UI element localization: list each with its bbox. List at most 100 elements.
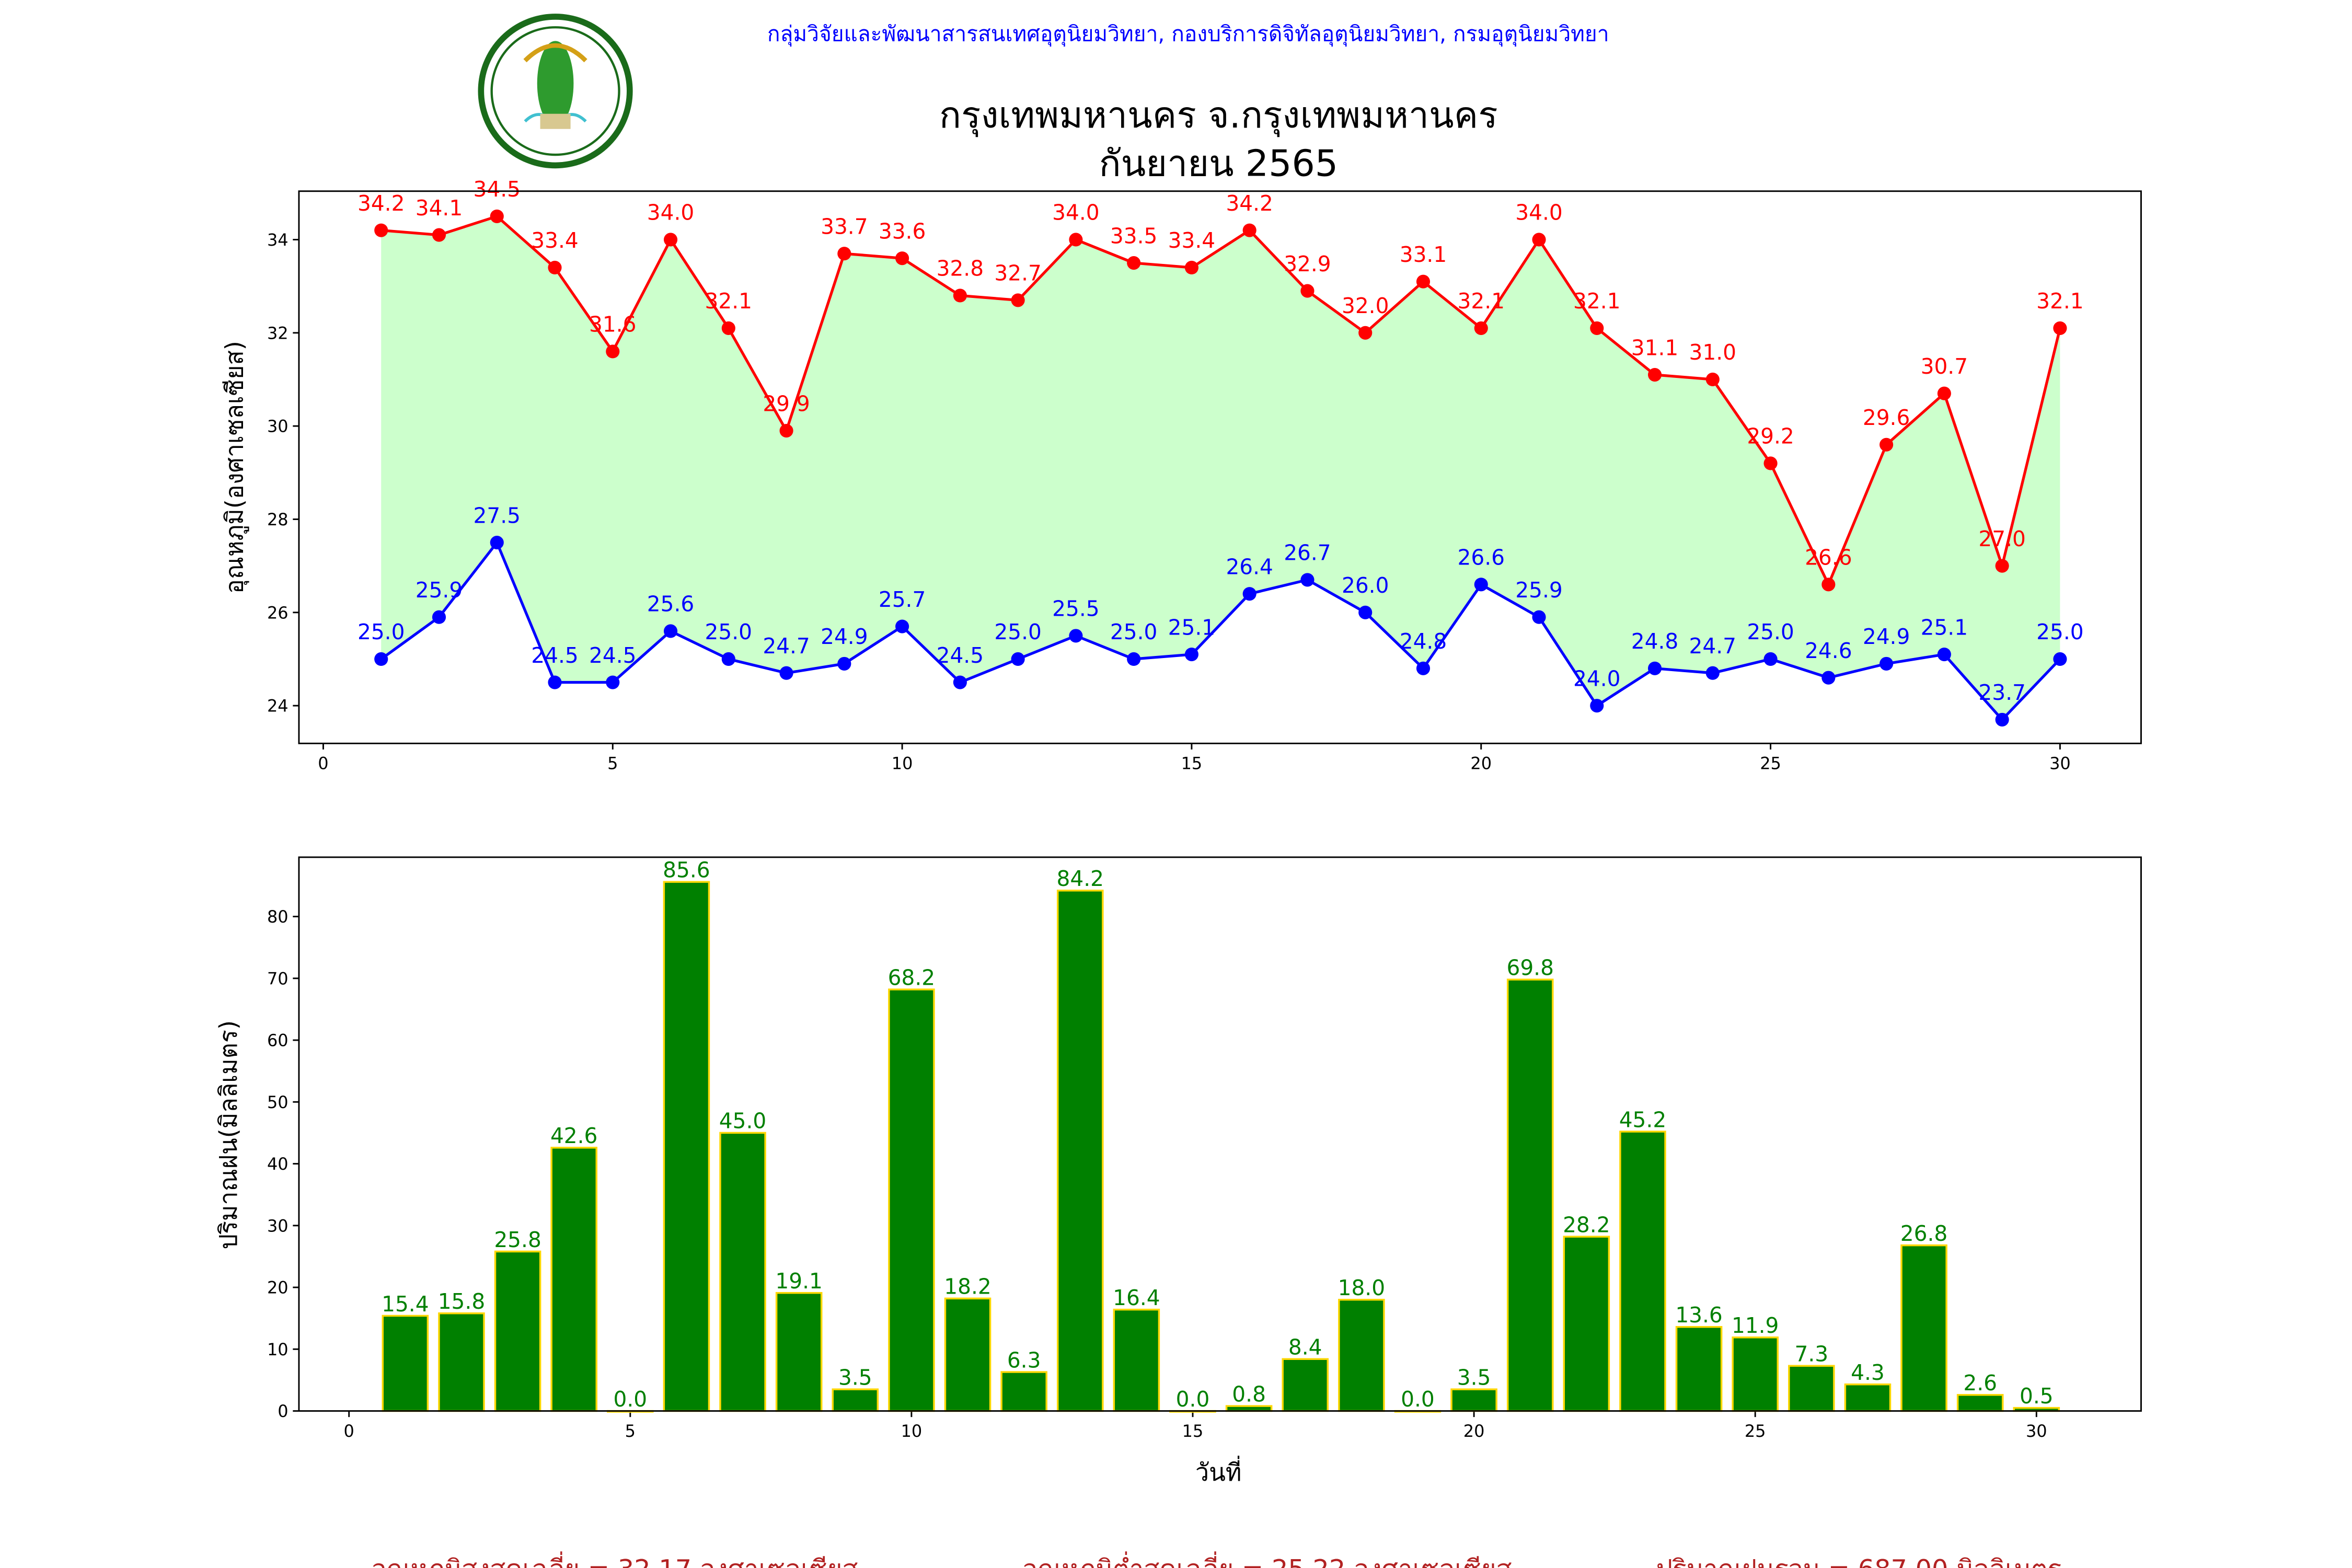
temperature-x-tick-label: 15 — [1181, 754, 1203, 774]
rainfall-bar — [1282, 1358, 1329, 1412]
temp-max-point — [837, 247, 851, 261]
temp-min-data-label: 24.7 — [1689, 633, 1736, 659]
rainfall-bar — [382, 1315, 429, 1412]
temp-max-point — [548, 260, 562, 275]
temp-min-data-label: 26.4 — [1226, 554, 1273, 579]
temp-max-point — [663, 233, 678, 247]
temp-min-data-label: 25.9 — [416, 578, 463, 603]
temp-max-point — [432, 228, 446, 242]
temp-min-point — [1763, 652, 1778, 666]
temp-min-point — [779, 666, 793, 680]
temp-min-data-label: 26.7 — [1284, 540, 1331, 566]
rainfall-bar — [719, 1132, 766, 1412]
temperature-x-tick-label: 30 — [2049, 754, 2071, 774]
temp-min-data-label: 25.7 — [879, 587, 926, 612]
rainfall-data-label: 28.2 — [1563, 1212, 1610, 1237]
department-subtitle: กลุ่มวิจัยและพัฒนาสารสนเทศอุตุนิยมวิทยา,… — [767, 21, 1609, 47]
temp-max-data-label: 33.4 — [1168, 228, 1215, 253]
rainfall-bar — [550, 1147, 597, 1412]
temp-max-data-label: 27.0 — [1978, 526, 2025, 551]
rainfall-y-tick-label: 60 — [267, 1031, 289, 1051]
rainfall-bar — [1900, 1244, 1947, 1412]
temp-max-point — [1705, 372, 1720, 387]
temp-max-data-label: 32.7 — [994, 261, 1041, 286]
rainfall-bar — [1956, 1394, 2004, 1412]
rainfall-bar — [1450, 1388, 1497, 1412]
rainfall-data-label: 13.6 — [1675, 1302, 1722, 1328]
temperature-x-tick-label: 0 — [318, 754, 328, 774]
temp-min-data-label: 25.0 — [994, 619, 1041, 644]
temp-min-point — [1300, 573, 1315, 587]
rainfall-bar — [944, 1297, 991, 1412]
rainfall-y-tick-label: 70 — [267, 969, 289, 988]
temp-max-point — [1069, 233, 1083, 247]
temp-max-data-label: 29.9 — [763, 391, 810, 416]
meteorological-department-logo — [478, 14, 633, 169]
rainfall-x-tick-label: 10 — [901, 1421, 923, 1441]
temp-min-data-label: 26.0 — [1342, 573, 1389, 598]
temp-max-data-label: 33.7 — [821, 214, 868, 239]
rainfall-data-label: 3.5 — [1457, 1365, 1491, 1390]
temperature-x-tick-label: 25 — [1760, 754, 1781, 774]
temperature-y-tick-label: 28 — [267, 510, 289, 529]
rainfall-data-label: 69.8 — [1506, 955, 1553, 980]
rainfall-y-axis-label: ปริมาณฝน(มิลลิเมตร) — [214, 1020, 243, 1249]
temp-max-line — [381, 214, 2061, 588]
rainfall-data-label: 2.6 — [1963, 1370, 1997, 1396]
rainfall-data-label: 11.9 — [1732, 1313, 1779, 1338]
rainfall-data-label: 16.4 — [1113, 1285, 1160, 1310]
temp-min-point — [837, 656, 851, 671]
temp-min-point — [1184, 647, 1198, 662]
rainfall-data-label: 15.4 — [382, 1292, 429, 1317]
rainfall-data-label: 7.3 — [1794, 1342, 1828, 1367]
temp-min-point — [1995, 712, 2009, 727]
rainfall-bar — [775, 1292, 823, 1412]
rainfall-x-tick-label: 5 — [625, 1421, 636, 1441]
temp-max-point — [490, 209, 504, 223]
temp-min-data-label: 24.5 — [531, 643, 578, 668]
temperature-x-tick-label: 20 — [1470, 754, 1492, 774]
temperature-y-tick-label: 26 — [267, 603, 289, 622]
temp-min-data-label: 25.9 — [1515, 578, 1562, 603]
rainfall-data-label: 68.2 — [888, 965, 935, 990]
temp-min-point — [1880, 656, 1894, 671]
temp-min-point — [895, 619, 909, 633]
temp-max-data-label: 34.2 — [1226, 191, 1273, 216]
rainfall-data-label: 15.8 — [438, 1289, 485, 1314]
rainfall-data-label: 0.0 — [1401, 1387, 1435, 1412]
temp-min-point — [1242, 587, 1256, 601]
temp-min-data-label: 24.6 — [1805, 638, 1852, 663]
temp-min-point — [1705, 666, 1720, 680]
rainfall-bar — [1732, 1336, 1779, 1412]
temp-max-point — [1127, 256, 1141, 270]
temp-max-point — [1937, 386, 1951, 400]
temp-min-point — [1011, 652, 1025, 666]
rainfall-bar — [1563, 1236, 1610, 1412]
rainfall-data-label: 0.0 — [614, 1387, 648, 1412]
temp-max-point — [1821, 578, 1836, 592]
temp-min-data-label: 26.6 — [1458, 545, 1505, 570]
rainfall-bar — [1056, 890, 1104, 1412]
rainfall-y-tick-label: 50 — [267, 1092, 289, 1112]
temp-max-point — [721, 321, 735, 335]
rainfall-y-tick-label: 30 — [267, 1216, 289, 1236]
temp-max-data-label: 34.1 — [416, 195, 463, 221]
rainfall-x-tick-label: 30 — [2026, 1421, 2047, 1441]
rainfall-data-label: 85.6 — [663, 858, 710, 883]
temperature-y-tick-label: 30 — [267, 417, 289, 436]
temp-min-point — [1416, 661, 1431, 675]
temp-max-data-label: 34.0 — [1515, 200, 1562, 225]
temp-min-point — [1532, 610, 1546, 624]
temp-min-data-label: 25.6 — [647, 592, 694, 617]
temp-min-point — [1474, 578, 1488, 592]
footer-avg-min-temp: อุณหภูมิต่ำสุดเฉลี่ย = 25.22 องศาเซลเซีย… — [1022, 1551, 1512, 1568]
temp-min-data-label: 24.5 — [937, 643, 984, 668]
temp-max-point — [1011, 293, 1025, 307]
temperature-y-tick-label: 34 — [267, 230, 289, 250]
temp-max-data-label: 33.4 — [531, 228, 578, 253]
temp-max-data-label: 34.5 — [474, 177, 521, 202]
temp-min-data-label: 25.0 — [1747, 619, 1794, 644]
rainfall-data-label: 0.0 — [1176, 1387, 1210, 1412]
rainfall-bar — [1113, 1308, 1160, 1412]
rainfall-data-label: 3.5 — [838, 1365, 872, 1390]
